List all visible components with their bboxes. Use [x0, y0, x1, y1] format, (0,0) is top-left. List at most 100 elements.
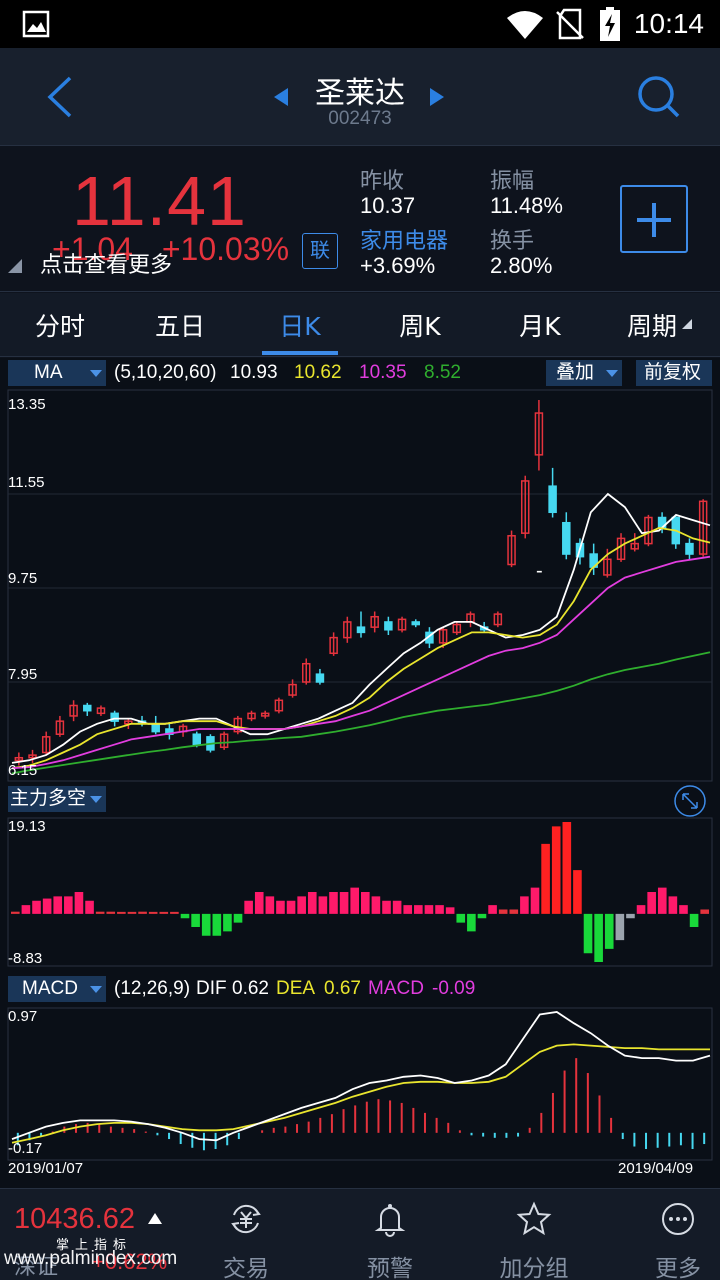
zlk-bar — [117, 911, 126, 914]
candle-body — [630, 542, 639, 550]
tab-intraday[interactable]: 分时 — [34, 312, 85, 341]
tab-daily-k[interactable]: 日K — [279, 312, 321, 341]
zlk-bar — [95, 911, 105, 914]
stock-header: 圣莱达 002473 — [0, 48, 720, 146]
exchange-icon — [231, 1204, 261, 1234]
kline-chart[interactable] — [0, 388, 720, 783]
zlk-bar — [21, 905, 31, 914]
ma-line-ma5 — [11, 492, 711, 764]
tab-weekly-k[interactable]: 周K — [399, 312, 441, 341]
expand-corner-icon[interactable] — [8, 259, 22, 273]
candle-body — [28, 754, 37, 759]
zlk-bar — [148, 911, 158, 914]
zlk-bar — [562, 822, 572, 914]
zlk-bar — [286, 900, 296, 914]
candle-body — [83, 704, 92, 712]
dea-value: 0.67 — [324, 978, 361, 999]
zlk-bar — [191, 913, 200, 927]
zlk-bar — [42, 898, 52, 914]
zlk-bar — [329, 892, 338, 914]
zlk-bar — [583, 913, 593, 954]
ma-bar: MA (5,10,20,60) 10.93 10.62 10.35 8.52 叠… — [0, 358, 720, 388]
expand-icon[interactable] — [673, 784, 707, 818]
candle-body — [397, 618, 407, 631]
zlk-bar — [265, 896, 275, 914]
tab-five-day[interactable]: 五日 — [154, 312, 205, 341]
zlk-selector[interactable]: 主力多空 — [8, 786, 106, 812]
zlk-bar — [636, 905, 646, 914]
index-up-icon — [148, 1213, 162, 1224]
active-tab-indicator — [262, 351, 338, 355]
industry-link[interactable]: 家用电器 — [360, 228, 449, 253]
candle-body — [192, 733, 202, 746]
zlk-bar — [74, 892, 84, 914]
tab-monthly-k[interactable]: 月K — [519, 312, 561, 341]
zlk-bar — [689, 913, 699, 927]
candle-body — [452, 623, 462, 634]
ma-line-ma20 — [11, 555, 711, 770]
zlk-bar — [180, 913, 190, 919]
candle-body — [685, 542, 694, 555]
zlk-bar — [318, 896, 328, 914]
zlk-selector-label: 主力多空 — [10, 788, 87, 809]
nav-more[interactable]: 更多 — [618, 1189, 720, 1280]
back-icon[interactable] — [40, 74, 80, 120]
add-watchlist-button[interactable] — [620, 185, 688, 253]
candle-body — [96, 707, 106, 715]
candle-body — [233, 717, 243, 733]
price-change-row: +1.04 +10.03% — [52, 231, 309, 268]
macd-chart[interactable] — [0, 1006, 720, 1164]
zlk-bar — [297, 896, 306, 914]
zlk-min-label: -8.83 — [8, 950, 43, 967]
status-time: 10:14 — [633, 8, 704, 39]
zlk-bar — [106, 911, 116, 914]
zlk-bar — [212, 913, 222, 936]
ma-line-ma10 — [11, 526, 711, 770]
gallery-icon — [22, 10, 50, 38]
zlk-bar — [551, 826, 561, 914]
dif-value: 0.62 — [232, 978, 269, 999]
zlk-bar — [254, 892, 264, 914]
quote-panel[interactable]: 11.41 +1.04 +10.03% 点击查看更多 联 昨收 10.37 家用… — [0, 147, 720, 292]
macd-value: -0.09 — [432, 978, 476, 999]
turnover-value: 2.80% — [490, 253, 553, 278]
ma-selector[interactable]: MA — [8, 360, 106, 386]
adjust-label: 前复权 — [644, 362, 702, 383]
zlk-bar — [233, 913, 243, 923]
nav-add-group[interactable]: 加分组 — [474, 1189, 594, 1280]
macd-selector[interactable]: MACD — [8, 976, 106, 1002]
candle-body — [55, 720, 65, 735]
index-pct: +0.62% — [92, 1249, 168, 1274]
next-stock-arrow-icon[interactable] — [430, 88, 444, 106]
candle-body — [288, 683, 297, 696]
macd-chevron-down-icon — [90, 986, 102, 993]
nav-label: 加分组 — [499, 1256, 569, 1280]
kline-axis-label: 13.35 — [8, 396, 46, 413]
zlk-bar — [520, 896, 529, 914]
zlk-bar — [604, 913, 614, 949]
nav-trade[interactable]: 交易 — [186, 1189, 306, 1280]
tab-period[interactable]: 周期 — [626, 312, 677, 341]
kline-axis-label: 11.55 — [8, 474, 45, 491]
search-icon[interactable] — [636, 74, 682, 120]
zlk-bar — [339, 892, 349, 914]
prev-stock-arrow-icon[interactable] — [274, 88, 288, 106]
zlk-bar — [647, 892, 656, 914]
candle-body — [315, 673, 325, 683]
prev-close-label: 昨收 — [360, 168, 405, 193]
nav-label: 预警 — [367, 1256, 413, 1280]
zlk-bar — [371, 896, 381, 914]
zlk-bar — [509, 909, 519, 914]
overlay-selector[interactable]: 叠加 — [546, 360, 622, 386]
chart-area[interactable]: MA (5,10,20,60) 10.93 10.62 10.35 8.52 叠… — [0, 358, 720, 1188]
view-more-tip[interactable]: 点击查看更多 — [40, 253, 173, 278]
candle-body — [411, 621, 420, 626]
date-start: 2019/01/07 — [8, 1160, 84, 1177]
zlk-chart[interactable] — [0, 816, 720, 968]
zlk-bar — [392, 900, 402, 914]
no-sim-icon — [556, 8, 584, 40]
index-value[interactable]: 10436.62 — [14, 1203, 135, 1235]
nav-alert[interactable]: 预警 — [330, 1189, 450, 1280]
adjust-button[interactable]: 前复权 — [636, 360, 712, 386]
linked-badge[interactable]: 联 — [302, 233, 338, 269]
